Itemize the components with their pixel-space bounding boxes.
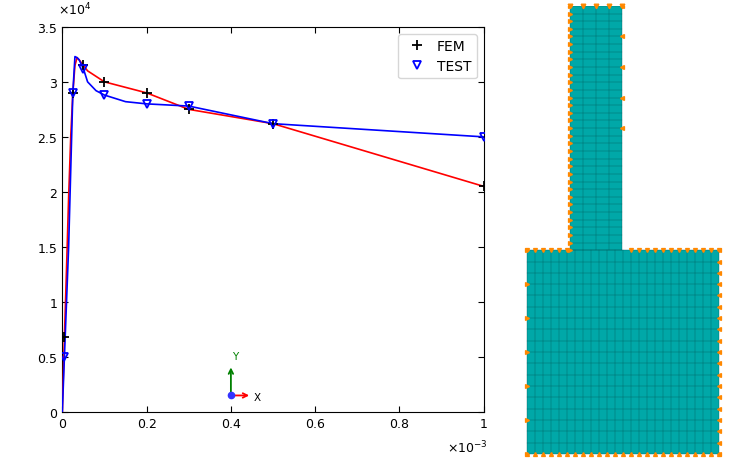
Legend: FEM, TEST: FEM, TEST <box>398 35 477 79</box>
Line: FEM: FEM <box>59 62 489 342</box>
FEM <box>60 335 69 340</box>
TEST <box>100 93 108 99</box>
Bar <box>527 251 719 454</box>
Text: $\times 10^{-3}$: $\times 10^{-3}$ <box>447 439 488 456</box>
TEST <box>268 122 277 127</box>
Line: TEST: TEST <box>60 65 488 361</box>
FEM <box>268 122 277 127</box>
TEST <box>142 102 151 107</box>
FEM <box>100 80 108 86</box>
FEM <box>142 91 151 96</box>
FEM <box>184 107 193 113</box>
TEST <box>184 104 193 110</box>
TEST <box>60 354 69 360</box>
FEM <box>79 63 88 69</box>
Text: X: X <box>254 392 261 402</box>
Bar <box>570 7 622 251</box>
FEM <box>479 184 488 190</box>
TEST <box>68 91 77 96</box>
TEST <box>479 135 488 140</box>
Text: $\times 10^{4}$: $\times 10^{4}$ <box>58 1 92 18</box>
FEM <box>68 91 77 96</box>
Text: Y: Y <box>232 351 238 362</box>
TEST <box>79 67 88 72</box>
